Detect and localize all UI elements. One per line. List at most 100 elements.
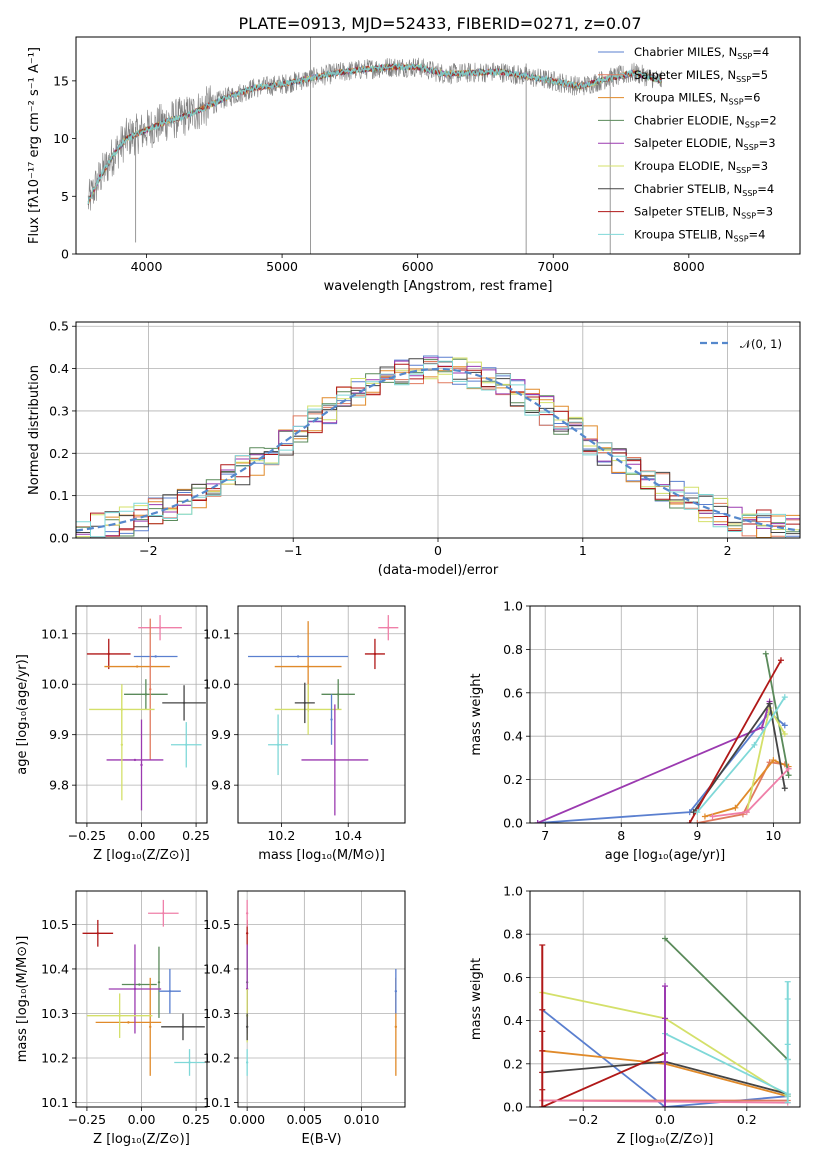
data-point — [96, 932, 100, 935]
data-point — [188, 1061, 191, 1064]
plus-marker — [686, 820, 693, 823]
data-point — [306, 708, 310, 711]
x-tick-label: 1 — [579, 543, 587, 558]
data-point — [181, 1025, 185, 1029]
x-axis-label: E(B-V) — [301, 1132, 341, 1147]
legend-value: =3 — [756, 205, 773, 219]
y-axis-label: mass [log₁₀(M/M⊙)] — [15, 936, 30, 1063]
data-point — [306, 665, 310, 668]
x-axis-label: Z [log₁₀(Z/Z⊙)] — [93, 848, 190, 863]
x-tick-label: 10.2 — [267, 828, 295, 843]
data-point — [303, 701, 306, 705]
y-tick-label: 10.5 — [41, 917, 69, 932]
x-tick-label: −0.25 — [68, 1112, 106, 1127]
residual-histogram — [76, 360, 800, 538]
legend-value: =4 — [757, 182, 774, 196]
y-tick-label: 10.4 — [203, 961, 231, 976]
x-tick-label: 0.0 — [655, 1112, 675, 1127]
plus-marker — [743, 809, 750, 816]
legend-subscript: SSP — [737, 52, 752, 61]
x-tick-label: −1 — [284, 543, 302, 558]
data-point — [158, 626, 162, 629]
data-point — [387, 626, 390, 629]
data-point — [245, 912, 249, 915]
legend-subscript: SSP — [744, 143, 759, 152]
mass-vs-metallicity-panel: −0.25 0.00 0.25 10.1 10.2 10.3 10.4 10.5 Z [log₁… — [15, 890, 210, 1147]
y-axis-label: age [log₁₀(age/yr)] — [15, 654, 30, 775]
plus-marker — [777, 657, 784, 664]
legend-label: Chabrier MILES, NSSP=4 — [634, 45, 769, 61]
y-tick-label: 0.0 — [49, 531, 69, 546]
x-tick-label: 7 — [541, 828, 549, 843]
x-tick-label: 0.2 — [737, 1112, 757, 1127]
y-tick-label: 0.2 — [503, 772, 523, 787]
y-tick-label: 10.4 — [41, 961, 69, 976]
figure-title: PLATE=0913, MJD=52433, FIBERID=0271, z=0… — [238, 14, 641, 33]
x-tick-label: 10.4 — [334, 828, 362, 843]
y-tick-label: 9.8 — [211, 778, 231, 793]
plot-area — [86, 615, 206, 811]
residuals-legend: 𝒩(0, 1) — [700, 337, 782, 351]
plus-marker — [534, 820, 541, 823]
plus-marker — [751, 741, 758, 748]
legend-label: Kroupa MILES, NSSP=6 — [634, 91, 760, 107]
plus-marker — [766, 700, 773, 707]
data-point — [127, 1021, 130, 1024]
legend-value: =4 — [752, 45, 769, 59]
y-tick-label: 10.5 — [203, 917, 231, 932]
data-point — [144, 693, 148, 696]
legend-value: =6 — [744, 91, 761, 105]
data-point — [133, 758, 137, 762]
legend-label: Salpeter MILES, NSSP=5 — [634, 68, 768, 84]
data-spectrum-line — [87, 57, 662, 211]
y-tick-label: 9.9 — [211, 727, 231, 742]
x-tick-label: 4000 — [131, 259, 163, 274]
y-tick-label: 9.9 — [49, 727, 69, 742]
plot-area — [87, 37, 663, 254]
plus-marker — [781, 694, 788, 701]
y-tick-label: 0.0 — [503, 816, 523, 831]
data-point — [120, 743, 124, 746]
y-tick-label: 0.8 — [503, 927, 523, 942]
x-tick-label: 0.00 — [128, 828, 156, 843]
data-point — [149, 688, 152, 691]
x-tick-label: 0.25 — [182, 1112, 210, 1127]
plot-area — [534, 650, 792, 823]
y-tick-label: 0.8 — [503, 642, 523, 657]
legend-subscript: SSP — [745, 120, 760, 129]
x-axis-label: wavelength [Angstrom, rest frame] — [324, 279, 553, 294]
y-tick-label: 10.2 — [203, 1051, 231, 1066]
x-tick-label: 0.010 — [344, 1112, 380, 1127]
x-axis-label: mass [log₁₀(M/M⊙)] — [258, 848, 385, 863]
plus-marker — [781, 785, 788, 792]
data-point — [296, 655, 300, 658]
legend-label: Kroupa ELODIE, NSSP=3 — [634, 159, 768, 175]
data-point — [168, 990, 172, 993]
data-point — [394, 1025, 398, 1029]
x-tick-label: 0.00 — [128, 1112, 156, 1127]
weight-line — [664, 1032, 789, 1095]
legend-label: Salpeter STELIB, NSSP=3 — [634, 205, 773, 221]
x-tick-label: −0.2 — [568, 1112, 598, 1127]
y-tick-label: 0.6 — [503, 970, 523, 985]
plot-area — [245, 899, 398, 1076]
legend-subscript: SSP — [742, 189, 757, 198]
y-tick-label: 15 — [53, 73, 69, 88]
x-tick-label: 0.25 — [182, 828, 210, 843]
plus-marker — [785, 772, 792, 779]
y-tick-label: 0.2 — [503, 1056, 523, 1071]
y-tick-label: 10.1 — [203, 1095, 231, 1110]
y-tick-label: 0.4 — [503, 1013, 523, 1028]
x-tick-label: 5000 — [266, 259, 298, 274]
x-tick-label: 10 — [765, 828, 781, 843]
data-point — [333, 758, 337, 762]
y-tick-label: 9.8 — [49, 778, 69, 793]
y-axis-label: Normed distribution — [27, 365, 42, 495]
x-tick-label: 0.005 — [286, 1112, 322, 1127]
y-tick-label: 10.1 — [203, 626, 231, 641]
x-axis-label: Z [log₁₀(Z/Z⊙)] — [93, 1132, 190, 1147]
y-tick-label: 10.2 — [41, 1051, 69, 1066]
data-point — [135, 665, 139, 668]
plus-marker — [694, 820, 701, 823]
